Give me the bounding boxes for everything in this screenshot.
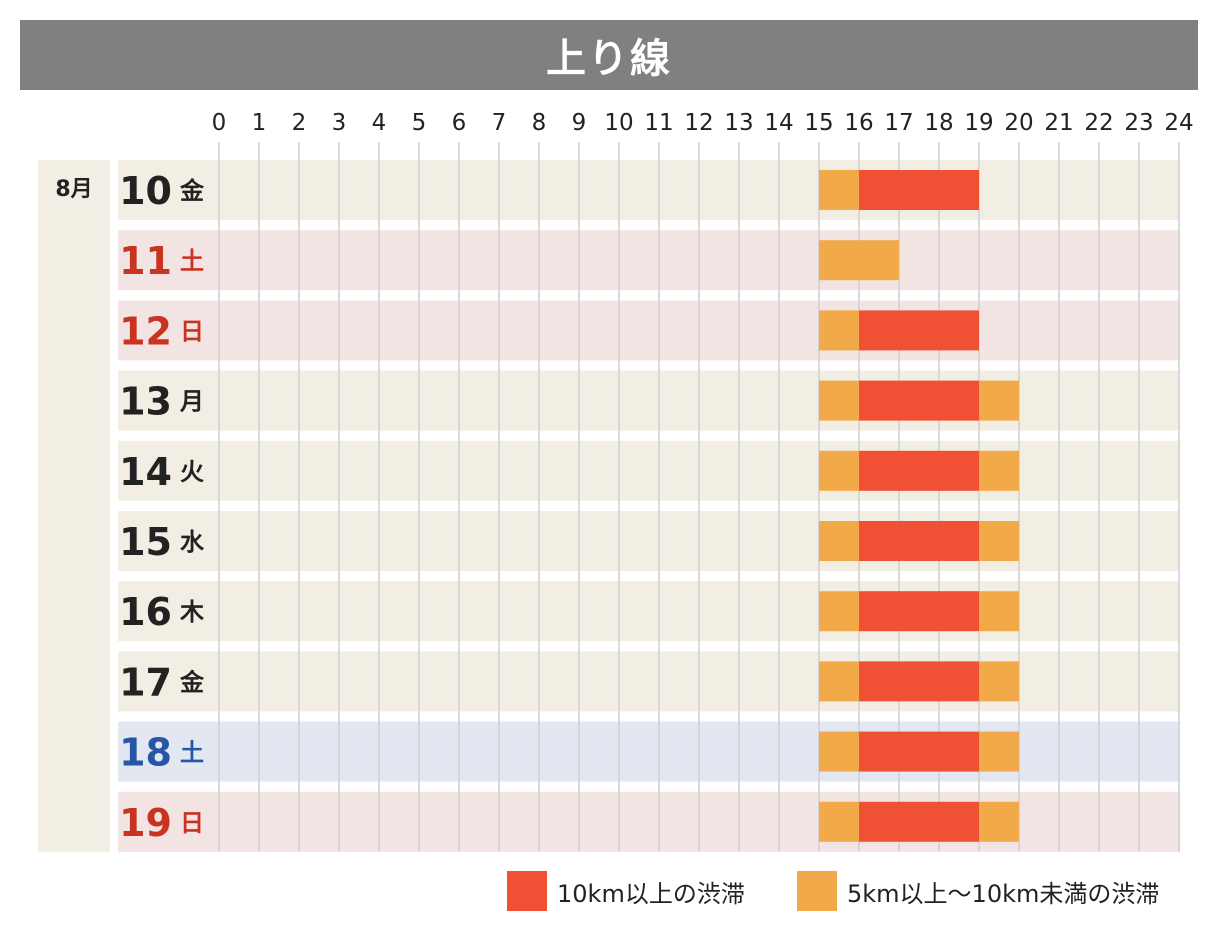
weekday-label-12: 日 xyxy=(180,317,204,345)
hour-tick-label-8: 8 xyxy=(532,110,547,136)
hour-tick-label-14: 14 xyxy=(764,110,793,136)
hour-tick-label-20: 20 xyxy=(1004,110,1033,136)
congestion-bar-18-1 xyxy=(859,731,979,772)
legend-swatch-heavy xyxy=(507,871,547,911)
row-background-10 xyxy=(118,160,1180,220)
congestion-bar-17-2 xyxy=(979,661,1019,702)
hour-tick-label-21: 21 xyxy=(1044,110,1073,136)
congestion-bar-10-0 xyxy=(819,170,859,210)
congestion-bar-11-0 xyxy=(819,240,899,281)
hour-tick-label-5: 5 xyxy=(412,110,427,136)
hour-tick-label-7: 7 xyxy=(492,110,507,136)
congestion-bar-18-0 xyxy=(819,731,859,772)
hour-tick-label-17: 17 xyxy=(884,110,913,136)
hour-tick-label-2: 2 xyxy=(292,110,307,136)
congestion-bar-14-2 xyxy=(979,450,1019,491)
hour-tick-label-3: 3 xyxy=(332,110,347,136)
day-number-12: 12 xyxy=(119,309,172,353)
row-background-18 xyxy=(118,721,1180,782)
weekday-label-19: 日 xyxy=(180,809,204,837)
hour-tick-label-23: 23 xyxy=(1124,110,1153,136)
legend-heavy: 10km以上の渋滞 xyxy=(507,871,745,911)
month-label: 8月 xyxy=(55,177,92,202)
hour-tick-label-16: 16 xyxy=(844,110,873,136)
hour-tick-label-24: 24 xyxy=(1164,110,1193,136)
hour-tick-label-1: 1 xyxy=(252,110,267,136)
day-number-13: 13 xyxy=(119,380,172,424)
row-background-14 xyxy=(118,440,1180,501)
congestion-bar-19-2 xyxy=(979,801,1019,842)
weekday-label-18: 土 xyxy=(180,739,204,767)
weekday-label-14: 火 xyxy=(180,458,204,486)
congestion-bar-15-0 xyxy=(819,521,859,561)
congestion-chart: 8月0 1 2 3 4 5 6 7 8 9 10 11 12 13 14 15 16 17 18 19 20 21 22 23… xyxy=(38,110,1194,852)
day-number-11: 11 xyxy=(119,239,172,283)
hour-tick-label-12: 12 xyxy=(684,110,713,136)
congestion-bar-10-1 xyxy=(859,170,979,210)
congestion-bar-15-2 xyxy=(979,521,1019,561)
congestion-bar-19-1 xyxy=(859,801,979,842)
weekday-label-15: 水 xyxy=(180,528,205,556)
congestion-bar-16-0 xyxy=(819,591,859,632)
legend-swatch-moderate xyxy=(797,871,837,911)
hour-tick-label-18: 18 xyxy=(924,110,953,136)
day-number-19: 19 xyxy=(119,801,172,845)
congestion-bar-12-0 xyxy=(819,310,859,351)
congestion-bar-14-0 xyxy=(819,450,859,491)
hour-tick-label-19: 19 xyxy=(964,110,993,136)
day-number-10: 10 xyxy=(119,169,172,213)
congestion-bar-12-1 xyxy=(859,310,979,351)
congestion-bar-17-1 xyxy=(859,661,979,702)
legend-label-moderate: 5km以上～10km未満の渋滞 xyxy=(847,879,1160,908)
congestion-bar-13-2 xyxy=(979,380,1019,421)
congestion-bar-15-1 xyxy=(859,521,979,561)
weekday-label-17: 金 xyxy=(179,668,205,696)
weekday-label-13: 月 xyxy=(179,388,204,416)
day-number-17: 17 xyxy=(119,660,172,704)
weekday-label-16: 木 xyxy=(179,598,205,626)
weekday-label-11: 土 xyxy=(180,247,204,275)
row-background-17 xyxy=(118,651,1180,712)
day-number-15: 15 xyxy=(119,520,172,564)
title-bar: 上り線 xyxy=(20,20,1198,90)
hour-tick-label-13: 13 xyxy=(724,110,753,136)
legend-label-heavy: 10km以上の渋滞 xyxy=(557,879,745,908)
chart-title: 上り線 xyxy=(546,36,672,82)
hour-tick-label-10: 10 xyxy=(604,110,633,136)
hour-tick-label-9: 9 xyxy=(572,110,587,136)
hour-tick-label-11: 11 xyxy=(644,110,673,136)
row-background-12 xyxy=(118,300,1180,361)
row-background-16 xyxy=(118,581,1180,642)
congestion-bar-14-1 xyxy=(859,450,979,491)
row-background-13 xyxy=(118,370,1180,431)
row-background-19 xyxy=(118,791,1180,852)
congestion-bar-18-2 xyxy=(979,731,1019,772)
month-column xyxy=(38,160,110,852)
day-number-14: 14 xyxy=(119,450,172,494)
congestion-bar-16-2 xyxy=(979,591,1019,632)
congestion-bar-13-1 xyxy=(859,380,979,421)
row-background-15 xyxy=(118,511,1180,571)
day-number-18: 18 xyxy=(119,731,172,775)
weekday-label-10: 金 xyxy=(179,177,205,205)
congestion-bar-17-0 xyxy=(819,661,859,702)
congestion-bar-13-0 xyxy=(819,380,859,421)
congestion-bar-16-1 xyxy=(859,591,979,632)
day-number-16: 16 xyxy=(119,590,172,634)
hour-tick-label-6: 6 xyxy=(452,110,467,136)
hour-tick-label-0: 0 xyxy=(212,110,227,136)
congestion-bar-19-0 xyxy=(819,801,859,842)
hour-tick-label-4: 4 xyxy=(372,110,387,136)
hour-tick-label-22: 22 xyxy=(1084,110,1113,136)
hour-tick-label-15: 15 xyxy=(804,110,833,136)
row-background-11 xyxy=(118,230,1180,291)
legend-moderate: 5km以上～10km未満の渋滞 xyxy=(797,871,1159,911)
